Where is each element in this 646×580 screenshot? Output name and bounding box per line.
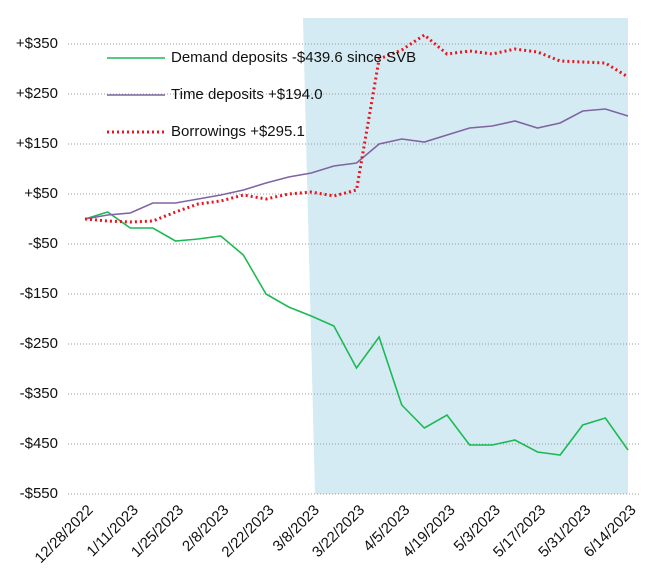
legend-label: Demand deposits -$439.6 since SVB — [171, 49, 416, 66]
plot — [84, 33, 629, 456]
y-tick-label: -$450 — [20, 435, 58, 452]
svb-period-shade — [303, 18, 628, 494]
y-tick-label: -$350 — [20, 385, 58, 402]
legend: Demand deposits -$439.6 since SVB Time de… — [107, 49, 416, 140]
legend-label: Time deposits +$194.0 — [171, 86, 323, 103]
x-tick-label: 12/28/2022 — [32, 502, 97, 567]
series-line — [84, 211, 629, 456]
y-tick-label: -$150 — [20, 285, 58, 302]
y-tick-label: +$50 — [24, 185, 58, 202]
y-tick-label: +$250 — [16, 85, 58, 102]
legend-label: Borrowings +$295.1 — [171, 123, 305, 140]
series-line — [84, 108, 629, 220]
y-tick-label: -$250 — [20, 335, 58, 352]
y-tick-label: -$50 — [28, 235, 58, 252]
y-tick-label: -$550 — [20, 485, 58, 502]
y-tick-label: +$350 — [16, 35, 58, 52]
y-tick-label: +$150 — [16, 135, 58, 152]
